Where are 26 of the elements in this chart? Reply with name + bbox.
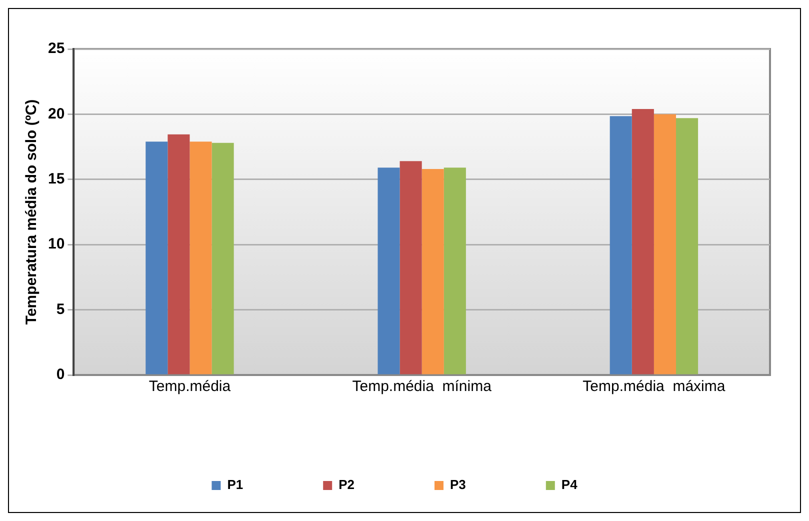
y-tick-label: 15 xyxy=(48,170,65,188)
x-tick-label: Temp.média xyxy=(148,378,232,396)
legend-label: P2 xyxy=(338,477,355,492)
y-tick-label: 5 xyxy=(56,300,65,318)
bar xyxy=(610,116,632,374)
legend-label: P1 xyxy=(227,477,244,492)
bar xyxy=(422,168,444,374)
bar xyxy=(168,134,190,374)
x-tick-label: Temp.média mínima xyxy=(352,378,492,396)
y-tick-label: 10 xyxy=(48,236,65,253)
bar xyxy=(190,142,212,374)
y-tick-label: 25 xyxy=(48,40,65,58)
bar xyxy=(146,142,168,374)
legend-label: P4 xyxy=(561,477,578,492)
bar xyxy=(400,161,422,374)
y-tick-label: 0 xyxy=(56,366,65,384)
bar xyxy=(444,168,466,374)
bar xyxy=(676,118,698,374)
bar xyxy=(654,114,676,374)
bar xyxy=(212,142,234,374)
y-axis-title: Temperatura média do solo (ºC) xyxy=(23,99,40,325)
x-tick-label: Temp.média máxima xyxy=(582,378,726,396)
legend-label: P3 xyxy=(450,477,466,492)
y-tick-label: 20 xyxy=(48,105,65,122)
bar xyxy=(378,168,400,374)
bar xyxy=(632,108,654,374)
